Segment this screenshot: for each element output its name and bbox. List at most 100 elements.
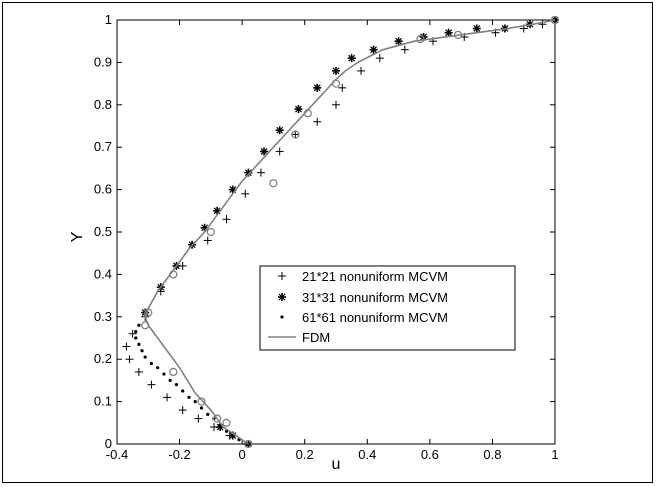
- x-tick-label: 0: [239, 447, 246, 462]
- data-point: [134, 367, 143, 376]
- data-point: [193, 400, 197, 404]
- data-point: [222, 215, 231, 224]
- y-axis: 0 0.1 0.2 0.3 0.4 0.5 0.6 0.7 0.8 0.9 1: [94, 12, 555, 451]
- data-point: [128, 329, 137, 338]
- data-point: [400, 45, 409, 54]
- plot-area: [116, 19, 556, 445]
- data-point: [194, 414, 203, 423]
- data-point: [347, 54, 356, 63]
- data-point: [294, 105, 303, 114]
- data-point: [149, 361, 154, 366]
- data-point: [143, 355, 147, 359]
- data-point: [174, 383, 179, 387]
- data-point: [260, 147, 269, 156]
- fdm-marker: [453, 30, 463, 39]
- fdm-marker: [197, 397, 206, 406]
- legend: 21*21 nonuniform MCVM 31*31 nonuniform M…: [259, 265, 516, 351]
- fdm-marker: [269, 179, 278, 188]
- fdm-marker: [303, 109, 312, 118]
- fdm-marker: [206, 227, 216, 237]
- legend-marker: [278, 272, 286, 280]
- data-point: [313, 117, 322, 126]
- data-point: [357, 66, 366, 75]
- data-point: [275, 147, 284, 156]
- data-point: [332, 100, 340, 109]
- series-layer: [122, 15, 560, 449]
- fdm-line: [144, 19, 556, 445]
- legend-marker: [278, 293, 286, 301]
- x-tick-label: 0.4: [358, 447, 376, 462]
- y-tick-label: 0.7: [94, 139, 112, 154]
- x-tick-label: -0.4: [106, 447, 128, 462]
- series-3: [141, 15, 560, 449]
- data-point: [203, 236, 212, 245]
- fdm-marker: [169, 367, 178, 377]
- data-point: [338, 83, 347, 92]
- fdm-marker: [416, 34, 425, 44]
- data-point: [332, 66, 340, 75]
- legend-label-21: 21*21 nonuniform MCVM: [302, 269, 448, 284]
- series-2: [134, 323, 247, 446]
- fdm-marker: [212, 414, 222, 423]
- y-axis-label: Y: [69, 231, 86, 242]
- data-point: [313, 83, 322, 92]
- x-tick-label: 0.6: [421, 447, 439, 462]
- legend-marker: [280, 315, 284, 319]
- data-point: [275, 126, 284, 135]
- x-tick-label: 0.8: [483, 447, 501, 462]
- data-point: [538, 20, 547, 29]
- data-point: [162, 372, 166, 376]
- data-point: [241, 189, 250, 198]
- y-tick-label: 0.1: [94, 394, 112, 409]
- data-point: [134, 336, 138, 340]
- y-tick-label: 0.2: [94, 351, 112, 366]
- legend-box: [259, 265, 516, 351]
- data-point: [156, 366, 160, 370]
- x-axis-label: u: [332, 456, 341, 473]
- y-tick-label: 0.8: [94, 97, 112, 112]
- data-point: [206, 412, 210, 416]
- x-tick-label: -0.2: [168, 447, 190, 462]
- fdm-marker: [141, 321, 150, 330]
- data-point: [369, 45, 378, 54]
- data-point: [140, 349, 144, 353]
- data-point: [137, 323, 141, 327]
- legend-label-fdm: FDM: [302, 330, 330, 345]
- y-tick-label: 1: [105, 12, 112, 27]
- data-point: [125, 355, 134, 364]
- data-point: [291, 130, 300, 139]
- data-point: [256, 168, 265, 177]
- data-point: [163, 393, 172, 402]
- x-tick-label: 0.2: [296, 447, 314, 462]
- y-tick-label: 0.4: [94, 266, 112, 281]
- data-point: [137, 342, 141, 346]
- fdm-marker: [244, 439, 253, 449]
- fdm-marker: [291, 130, 300, 139]
- fdm-marker: [222, 418, 231, 427]
- data-point: [444, 28, 453, 37]
- data-point: [178, 406, 187, 415]
- data-point: [394, 37, 403, 46]
- y-tick-label: 0.9: [94, 54, 112, 69]
- y-tick-label: 0: [105, 436, 112, 451]
- data-point: [375, 54, 384, 63]
- data-point: [147, 380, 156, 389]
- data-point: [181, 389, 185, 393]
- data-point: [187, 395, 191, 399]
- y-tick-label: 0.3: [94, 309, 112, 324]
- fdm-marker: [331, 79, 341, 88]
- data-point: [472, 24, 481, 33]
- data-point: [134, 330, 138, 334]
- x-axis: -0.4 -0.2 0 0.2 0.4 0.6 0.8 1: [106, 20, 559, 462]
- fdm-marker: [169, 270, 178, 279]
- data-point: [122, 342, 131, 351]
- figure-frame: [2, 2, 653, 483]
- x-tick-label: 1: [551, 447, 558, 462]
- legend-markers: [268, 272, 296, 338]
- fdm-marker: [550, 15, 560, 25]
- data-point: [168, 378, 172, 382]
- data-point: [244, 168, 253, 177]
- y-tick-label: 0.6: [94, 182, 112, 197]
- y-tick-label: 0.5: [94, 224, 112, 239]
